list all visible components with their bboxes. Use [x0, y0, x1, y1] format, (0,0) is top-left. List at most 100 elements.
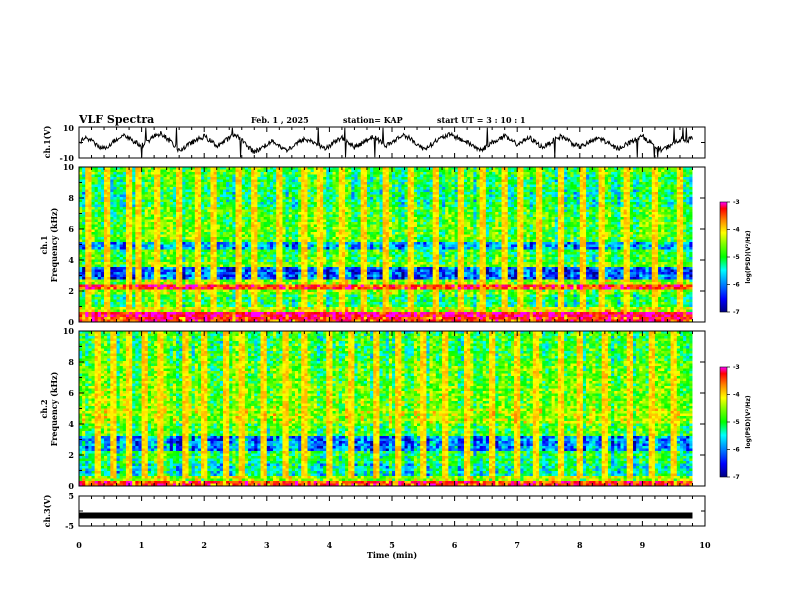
ch1-spectrogram-cell — [314, 172, 317, 175]
ch1-spectrogram-cell — [151, 195, 154, 198]
ch1-spectrogram-cell — [104, 230, 107, 233]
ch1-spectrogram-cell — [301, 217, 304, 220]
ch1-spectrogram-cell — [167, 265, 170, 268]
ch1-spectrogram-cell — [85, 192, 88, 195]
ch1-spectrogram-cell — [92, 212, 95, 215]
ch1-spectrogram-cell — [176, 285, 179, 288]
ch1-spectrogram-cell — [88, 285, 91, 288]
ch1-spectrogram-cell — [248, 282, 251, 285]
ch1-spectrogram-cell — [92, 177, 95, 180]
ch1-spectrogram-cell — [292, 315, 295, 318]
ch1-spectrogram-cell — [129, 187, 132, 190]
ch1-spectrogram-cell — [123, 247, 126, 250]
ch1-spectrogram-cell — [279, 230, 282, 233]
ch1-spectrogram-cell — [295, 212, 298, 215]
ch1-spectrogram-cell — [264, 315, 267, 318]
ch1-spectrogram-cell — [195, 212, 198, 215]
ch1-spectrogram-cell — [135, 252, 138, 255]
ch1-spectrogram-cell — [292, 225, 295, 228]
ch1-spectrogram-cell — [298, 277, 301, 280]
ch1-spectrogram-cell — [217, 192, 220, 195]
ch1-spectrogram-cell — [217, 247, 220, 250]
ch1-spectrogram-cell — [164, 277, 167, 280]
ch1-spectrogram-cell — [261, 197, 264, 200]
ch1-spectrogram-cell — [326, 182, 329, 185]
ch1-spectrogram-cell — [245, 257, 248, 260]
ch1-spectrogram-cell — [301, 277, 304, 280]
ch1-spectrogram-cell — [170, 232, 173, 235]
ch1-spectrogram-cell — [126, 277, 129, 280]
ch1-spectrogram-cell — [273, 202, 276, 205]
ch1-spectrogram-cell — [264, 265, 267, 268]
ch1-spectrogram-cell — [210, 222, 213, 225]
ch1-spectrogram-cell — [170, 280, 173, 283]
ch1-spectrogram-cell — [267, 232, 270, 235]
ch1-spectrogram-cell — [201, 172, 204, 175]
ch1-spectrogram-cell — [142, 180, 145, 183]
ch1-spectrogram-cell — [276, 205, 279, 208]
ch1-spectrogram-cell — [232, 295, 235, 298]
ch1-spectrogram-cell — [301, 212, 304, 215]
ch1-spectrogram-cell — [261, 247, 264, 250]
ch1-spectrogram-cell — [98, 210, 101, 213]
ch1-spectrogram-cell — [98, 257, 101, 260]
ch1-spectrogram-cell — [179, 237, 182, 240]
ch1-spectrogram-cell — [229, 295, 232, 298]
ch1-spectrogram-cell — [273, 287, 276, 290]
ch1-spectrogram-cell — [82, 277, 85, 280]
ch1-spectrogram-cell — [107, 207, 110, 210]
ch1-spectrogram-cell — [292, 170, 295, 173]
ch1-spectrogram-cell — [267, 235, 270, 238]
ch1-spectrogram-cell — [239, 235, 242, 238]
ch1-spectrogram-cell — [311, 250, 314, 253]
ch1-spectrogram-cell — [307, 185, 310, 188]
ch1-spectrogram-cell — [323, 312, 326, 315]
ch1-spectrogram-cell — [326, 195, 329, 198]
ch1-spectrogram-cell — [129, 225, 132, 228]
ch1-spectrogram-cell — [279, 210, 282, 213]
ch1-spectrogram-cell — [132, 240, 135, 243]
ch1-spectrogram-cell — [286, 177, 289, 180]
ch1-spectrogram-cell — [257, 312, 260, 315]
ch1-spectrogram-cell — [286, 295, 289, 298]
ch1-spectrogram-cell — [257, 277, 260, 280]
ch1-spectrogram-cell — [107, 272, 110, 275]
ch1-spectrogram-cell — [307, 192, 310, 195]
ch1-spectrogram-cell — [79, 192, 82, 195]
ch1-spectrogram-cell — [176, 240, 179, 243]
ch1-spectrogram-cell — [173, 172, 176, 175]
ch1-spectrogram-cell — [198, 245, 201, 248]
ch1-spectrogram-cell — [129, 300, 132, 303]
ch1-spectrogram-cell — [242, 205, 245, 208]
ch1-spectrogram-cell — [226, 277, 229, 280]
ch1-spectrogram-cell — [201, 250, 204, 253]
ch1-spectrogram-cell — [307, 205, 310, 208]
ch1-spectrogram-cell — [189, 210, 192, 213]
ch1-spectrogram-cell — [201, 262, 204, 265]
ch1-spectrogram-cell — [264, 205, 267, 208]
ch1-spectrogram-cell — [151, 235, 154, 238]
ch1-spectrogram-cell — [217, 317, 220, 320]
ch1-spectrogram-cell — [185, 217, 188, 220]
ch1-spectrogram-cell — [148, 307, 151, 310]
ch1-spectrogram-cell — [220, 232, 223, 235]
ch1-spectrogram-cell — [185, 282, 188, 285]
ch1-spectrogram-cell — [320, 315, 323, 318]
ch1-spectrogram-cell — [185, 245, 188, 248]
ch1-spectrogram-cell — [148, 235, 151, 238]
ch1-spectrogram-cell — [182, 285, 185, 288]
ch1-spectrogram-cell — [261, 242, 264, 245]
ch1-spectrogram-cell — [148, 255, 151, 258]
ch1-spectrogram-cell — [276, 227, 279, 230]
ch1-spectrogram-cell — [236, 190, 239, 193]
ch1-spectrogram-cell — [170, 217, 173, 220]
ch1-spectrogram-cell — [142, 257, 145, 260]
ch1-spectrogram-cell — [170, 247, 173, 250]
ch1-spectrogram-cell — [120, 287, 123, 290]
ch1-spectrogram-cell — [132, 212, 135, 215]
ch1-spectrogram-cell — [264, 185, 267, 188]
ch1-spectrogram-cell — [160, 197, 163, 200]
ch1-spectrogram-cell — [198, 255, 201, 258]
ch1-spectrogram-cell — [98, 285, 101, 288]
ch1-spectrogram-cell — [226, 307, 229, 310]
